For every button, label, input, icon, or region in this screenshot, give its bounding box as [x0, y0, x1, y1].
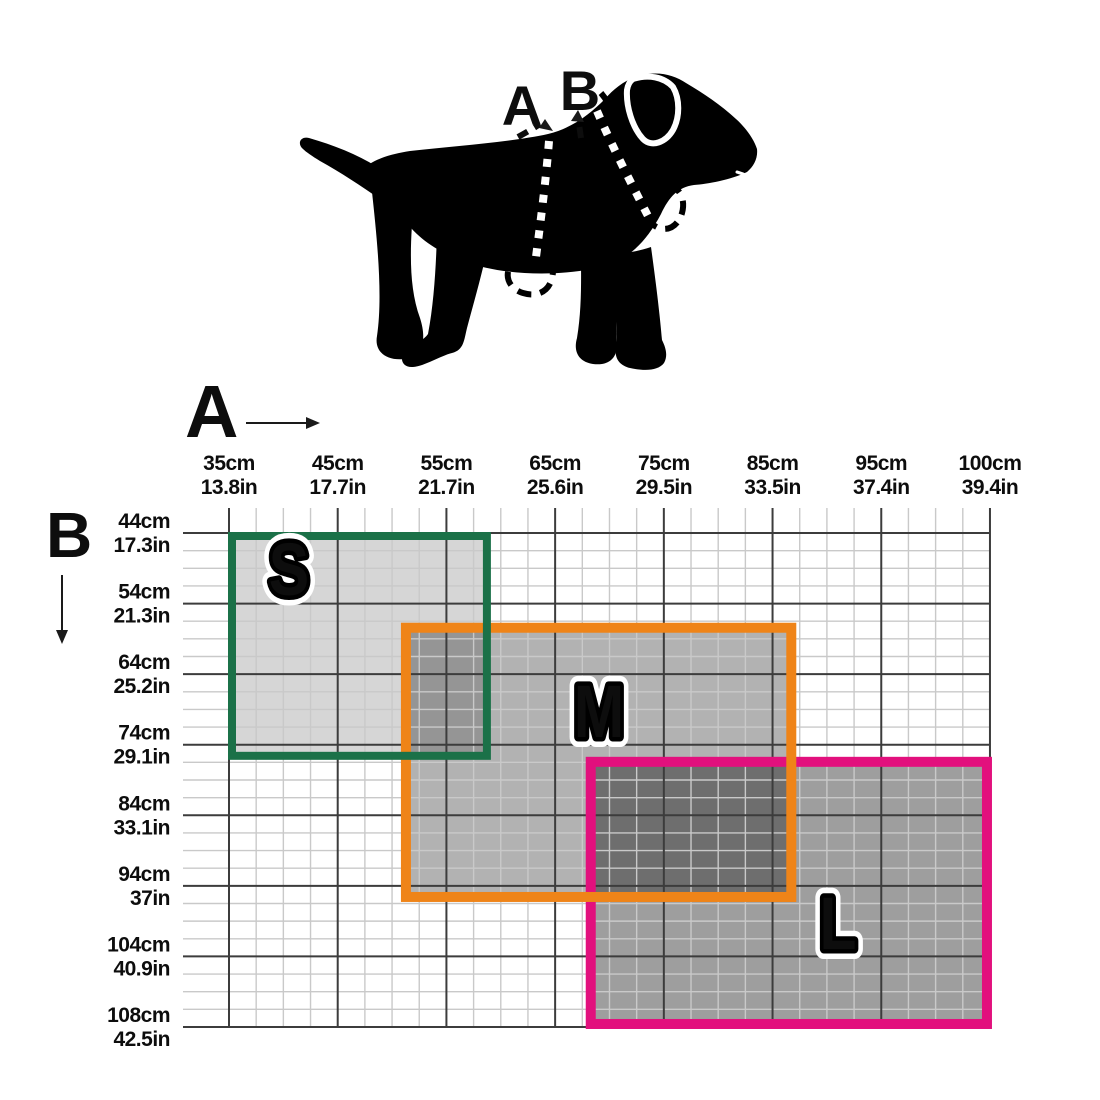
x-tick-cm-label: 45cm	[312, 452, 364, 475]
y-tick-cm-label: 64cm	[118, 651, 170, 674]
dog-front-leg-far	[575, 252, 621, 365]
size-s-letter-halo: S	[269, 529, 309, 611]
x-tick-in-label: 29.5in	[636, 476, 693, 499]
size-m-letter: M	[574, 671, 625, 753]
x-tick-cm-label: 65cm	[529, 452, 581, 475]
y-tick-in-label: 40.9in	[113, 957, 170, 980]
dog-ear-outline	[623, 73, 682, 147]
size-box-borders	[228, 532, 992, 1029]
y-tick-cm-label: 108cm	[107, 1004, 170, 1027]
size-m-border	[400, 622, 797, 902]
y-tick-in-label: 33.1in	[113, 816, 170, 839]
b-axis-header: B	[46, 499, 92, 644]
y-tick-in-label: 37in	[130, 887, 170, 910]
measure-b-label: B	[560, 59, 600, 122]
size-m-letter-halo: M	[574, 671, 625, 753]
b-axis-arrowhead	[56, 630, 68, 644]
y-tick-in-label: 17.3in	[113, 534, 170, 557]
y-tick-cm-label: 44cm	[118, 510, 170, 533]
x-tick-cm-label: 75cm	[638, 452, 690, 475]
x-tick-in-label: 37.4in	[853, 476, 910, 499]
harness-girth-strap-dotted	[532, 140, 553, 258]
harness-chest-loop-dashed	[644, 182, 687, 232]
dog-rear-leg-far	[372, 192, 424, 360]
dog-illustration: A B	[299, 59, 758, 370]
size-l-letter: L	[819, 883, 856, 965]
y-tick-in-label: 25.2in	[113, 675, 170, 698]
x-tick-cm-label: 95cm	[855, 452, 907, 475]
y-tick-cm-label: 74cm	[118, 722, 170, 745]
y-tick-in-label: 21.3in	[113, 605, 170, 628]
b-axis-letter: B	[46, 499, 92, 571]
measure-b-callout: B	[560, 59, 600, 139]
x-tick-cm-label: 85cm	[747, 452, 799, 475]
measure-b-leader-dashed	[576, 123, 584, 139]
y-tick-cm-label: 54cm	[118, 581, 170, 604]
y-tick-in-label: 42.5in	[113, 1028, 170, 1051]
measure-a-arrowhead	[539, 119, 553, 131]
x-tick-cm-label: 100cm	[959, 452, 1022, 475]
x-tick-cm-label: 35cm	[203, 452, 255, 475]
size-l-letter-halo: L	[819, 883, 856, 965]
x-tick-in-label: 21.7in	[418, 476, 475, 499]
dog-mouth-line	[735, 170, 756, 183]
y-tick-in-label: 29.1in	[113, 746, 170, 769]
dog-front-leg-near	[612, 247, 667, 370]
size-s-border	[228, 532, 491, 760]
x-tick-cm-label: 55cm	[421, 452, 473, 475]
y-tick-cm-label: 94cm	[118, 863, 170, 886]
x-tick-in-label: 13.8in	[201, 476, 258, 499]
measure-a-callout: A	[502, 74, 553, 140]
harness-neck-strap-dotted	[593, 109, 652, 218]
dog-rear-leg-near	[401, 233, 489, 368]
x-tick-in-label: 25.6in	[527, 476, 584, 499]
x-tick-in-label: 39.4in	[962, 476, 1019, 499]
y-tick-cm-label: 84cm	[118, 792, 170, 815]
a-axis-arrowhead	[306, 417, 320, 429]
measure-b-arrowhead	[571, 110, 584, 122]
y-tick-cm-label: 104cm	[107, 933, 170, 956]
a-axis-header: A	[185, 370, 320, 453]
a-axis-letter: A	[185, 370, 238, 453]
size-s-letter: S	[269, 529, 309, 611]
measure-a-leader-dashed	[516, 121, 542, 140]
grid-lines	[183, 508, 991, 1028]
x-tick-in-label: 33.5in	[744, 476, 801, 499]
harness-neck-dashed-arc	[598, 91, 617, 118]
harness-belly-loop-dashed	[504, 258, 556, 298]
x-tick-in-label: 17.7in	[309, 476, 366, 499]
